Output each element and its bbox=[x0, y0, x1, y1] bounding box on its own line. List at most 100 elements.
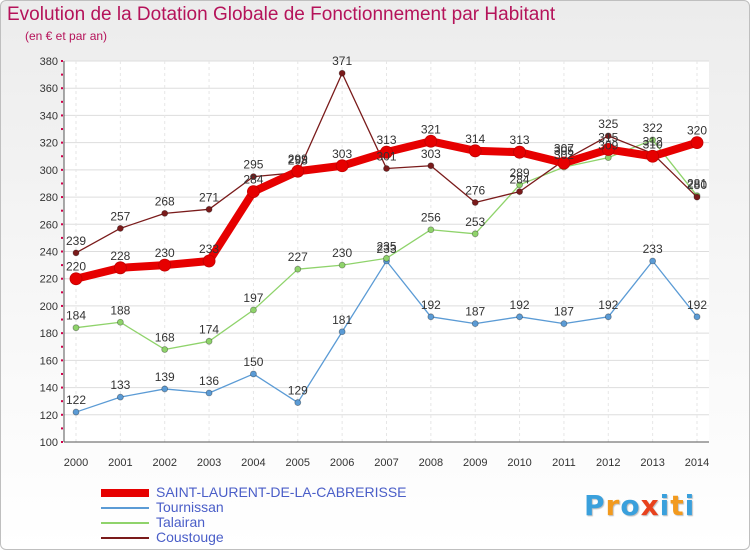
x-tick-label: 2011 bbox=[552, 457, 576, 469]
y-tick-label: 360 bbox=[40, 83, 58, 95]
data-point bbox=[424, 134, 438, 148]
data-label: 371 bbox=[332, 54, 352, 68]
x-tick-label: 2009 bbox=[463, 457, 487, 469]
x-tick-label: 2001 bbox=[108, 457, 132, 469]
logo-letter: o bbox=[620, 489, 641, 522]
data-label: 233 bbox=[376, 242, 396, 256]
data-label: 181 bbox=[332, 313, 352, 327]
data-label: 276 bbox=[465, 184, 485, 198]
data-label: 256 bbox=[421, 211, 441, 225]
data-point bbox=[338, 69, 346, 77]
data-point bbox=[513, 145, 526, 159]
data-label: 281 bbox=[687, 177, 707, 191]
y-minor-tick bbox=[61, 372, 63, 375]
data-point bbox=[690, 136, 704, 150]
data-label: 271 bbox=[199, 190, 219, 204]
data-point bbox=[294, 399, 302, 406]
data-point bbox=[516, 188, 523, 196]
data-label: 284 bbox=[243, 173, 263, 187]
data-label: 313 bbox=[376, 133, 396, 147]
x-tick-label: 2014 bbox=[685, 457, 709, 469]
data-label: 197 bbox=[243, 291, 263, 305]
y-tick-label: 100 bbox=[40, 437, 58, 449]
data-label: 268 bbox=[155, 194, 175, 208]
legend-label: Tournissan bbox=[156, 499, 224, 515]
y-minor-tick bbox=[61, 304, 63, 307]
data-point bbox=[427, 226, 435, 234]
y-minor-tick bbox=[61, 223, 63, 226]
data-point bbox=[116, 318, 124, 326]
y-minor-tick bbox=[61, 128, 63, 131]
x-tick-label: 2007 bbox=[374, 457, 398, 469]
x-tick-label: 2000 bbox=[64, 457, 88, 469]
y-minor-tick bbox=[61, 114, 63, 117]
legend-swatch bbox=[101, 489, 149, 497]
y-minor-tick bbox=[61, 291, 63, 294]
data-point bbox=[649, 136, 657, 144]
data-point bbox=[72, 408, 80, 416]
data-point bbox=[601, 143, 615, 156]
chart-title: Evolution de la Dotation Globale de Fonc… bbox=[7, 4, 556, 25]
y-minor-tick bbox=[61, 318, 63, 321]
data-label: 228 bbox=[110, 249, 130, 263]
y-minor-tick bbox=[61, 427, 63, 430]
data-label: 313 bbox=[510, 133, 530, 147]
data-point bbox=[646, 149, 660, 163]
logo-letter: i bbox=[684, 489, 696, 522]
legend-label: Coustouge bbox=[156, 529, 224, 545]
data-point bbox=[202, 254, 216, 268]
data-label: 302 bbox=[554, 148, 574, 162]
data-point bbox=[383, 254, 390, 262]
data-label: 325 bbox=[598, 117, 618, 131]
data-label: 321 bbox=[421, 122, 441, 136]
data-label: 187 bbox=[554, 305, 574, 319]
data-point bbox=[338, 328, 346, 336]
data-point bbox=[161, 346, 169, 353]
data-point bbox=[250, 173, 257, 181]
data-point bbox=[380, 145, 393, 159]
data-point bbox=[471, 199, 479, 206]
x-tick-label: 2002 bbox=[152, 457, 176, 469]
data-label: 253 bbox=[465, 215, 485, 229]
y-minor-tick bbox=[61, 100, 63, 103]
logo-letter: t bbox=[670, 489, 685, 522]
x-tick-label: 2010 bbox=[507, 457, 531, 469]
data-label: 320 bbox=[687, 124, 707, 138]
y-minor-tick bbox=[61, 155, 63, 158]
data-label: 230 bbox=[332, 246, 352, 260]
data-point bbox=[205, 389, 213, 397]
y-tick-label: 240 bbox=[40, 247, 58, 259]
y-tick-label: 300 bbox=[40, 165, 58, 177]
data-point bbox=[291, 164, 305, 178]
y-minor-tick bbox=[61, 359, 63, 362]
y-minor-tick bbox=[61, 209, 63, 212]
data-point bbox=[693, 193, 701, 201]
data-point bbox=[116, 393, 124, 401]
legend-swatch bbox=[101, 522, 149, 524]
data-label: 227 bbox=[288, 250, 308, 264]
data-label: 230 bbox=[155, 246, 175, 260]
x-tick-label: 2012 bbox=[596, 457, 620, 469]
y-tick-label: 160 bbox=[40, 355, 58, 367]
legend-swatch bbox=[101, 507, 149, 509]
data-label: 303 bbox=[332, 147, 352, 161]
data-label: 257 bbox=[110, 209, 130, 223]
logo-letter: r bbox=[605, 489, 621, 522]
y-tick-label: 320 bbox=[40, 138, 58, 150]
x-tick-label: 2005 bbox=[286, 457, 310, 469]
data-point bbox=[247, 185, 260, 199]
x-tick-label: 2004 bbox=[241, 457, 265, 469]
data-label: 322 bbox=[643, 121, 663, 135]
data-label: 289 bbox=[510, 166, 530, 180]
data-point bbox=[116, 224, 124, 232]
data-point bbox=[205, 337, 213, 345]
data-point bbox=[468, 144, 482, 158]
data-point bbox=[335, 159, 349, 173]
data-label: 233 bbox=[199, 242, 219, 256]
data-point bbox=[649, 257, 657, 265]
y-minor-tick bbox=[61, 386, 63, 389]
data-point bbox=[516, 313, 523, 321]
y-minor-tick bbox=[61, 345, 63, 348]
y-minor-tick bbox=[61, 441, 63, 443]
